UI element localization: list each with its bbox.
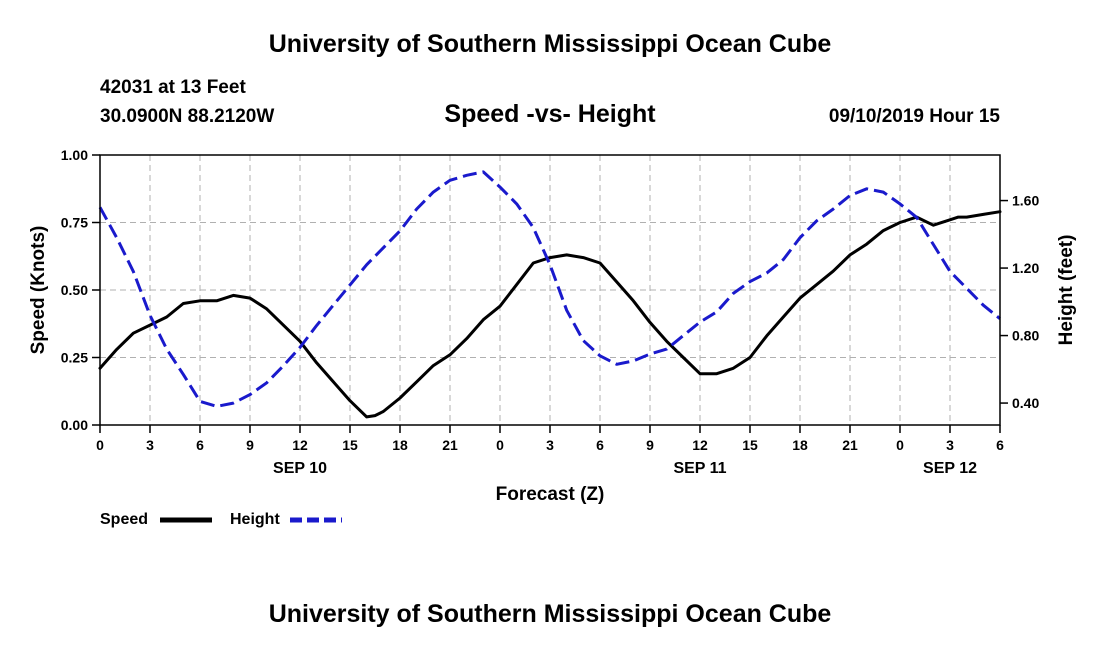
x-tick-label: 9 <box>246 437 254 453</box>
y-tick-label: 0.25 <box>61 350 88 366</box>
x-tick-label: 3 <box>946 437 954 453</box>
height-series-line <box>98 170 1001 408</box>
legend: Speed Height <box>100 511 342 528</box>
y-tick-label: 0.50 <box>61 282 88 298</box>
x-tick-label: 3 <box>546 437 554 453</box>
x-tick-label: 12 <box>292 437 308 453</box>
x-tick-label: 0 <box>896 437 904 453</box>
y2-tick-label: 1.60 <box>1012 193 1039 209</box>
y-tick-label: 1.00 <box>61 147 88 163</box>
y-tick-labels: 0.00 0.25 0.50 0.75 1.00 <box>61 147 88 433</box>
date-labels: SEP 10 SEP 11 SEP 12 <box>273 460 977 477</box>
x-tick-label: 21 <box>442 437 458 453</box>
station-coordinates: 30.0900N 88.2120W <box>100 106 275 127</box>
bottom-title: University of Southern Mississippi Ocean… <box>268 600 832 628</box>
x-tick-label: 0 <box>496 437 504 453</box>
legend-speed-label: Speed <box>100 511 148 528</box>
x-tick-label: 6 <box>996 437 1004 453</box>
x-tick-label: 0 <box>96 437 104 453</box>
grid-lines <box>100 155 1000 425</box>
date-label: SEP 10 <box>273 460 327 477</box>
x-tick-label: 6 <box>596 437 604 453</box>
y-tick-label: 0.75 <box>61 215 88 231</box>
speed-series-line <box>98 210 1002 419</box>
x-tick-label: 18 <box>392 437 408 453</box>
chart-title: Speed -vs- Height <box>444 100 656 128</box>
y2-tick-labels: 0.40 0.80 1.20 1.60 <box>1012 193 1039 412</box>
y2-tick-label: 0.80 <box>1012 328 1039 344</box>
x-tick-label: 12 <box>692 437 708 453</box>
x-tick-label: 15 <box>742 437 758 453</box>
valid-time: 09/10/2019 Hour 15 <box>828 106 1000 127</box>
y2-tick-label: 0.40 <box>1012 395 1039 411</box>
date-label: SEP 11 <box>673 460 726 477</box>
series-layer <box>98 170 1002 419</box>
y2-tick-label: 1.20 <box>1012 260 1039 276</box>
y-axis-title: Speed (Knots) <box>28 226 49 355</box>
x-tick-labels: 0 3 6 9 12 15 18 21 0 3 6 9 12 15 18 21 0 3 6 <box>96 437 1004 453</box>
top-title: University of Southern Mississippi Ocean… <box>268 30 832 58</box>
x-axis-title: Forecast (Z) <box>496 484 605 505</box>
y-tick-label: 0.00 <box>61 417 88 433</box>
date-label: SEP 12 <box>923 460 977 477</box>
axis-ticks <box>92 154 1008 433</box>
x-tick-label: 9 <box>646 437 654 453</box>
x-tick-label: 6 <box>196 437 204 453</box>
x-tick-label: 15 <box>342 437 358 453</box>
legend-height-label: Height <box>230 511 280 528</box>
x-tick-label: 18 <box>792 437 808 453</box>
y2-axis-title: Height (feet) <box>1056 235 1077 346</box>
station-label: 42031 at 13 Feet <box>100 77 246 98</box>
x-tick-label: 21 <box>842 437 858 453</box>
x-tick-label: 3 <box>146 437 154 453</box>
